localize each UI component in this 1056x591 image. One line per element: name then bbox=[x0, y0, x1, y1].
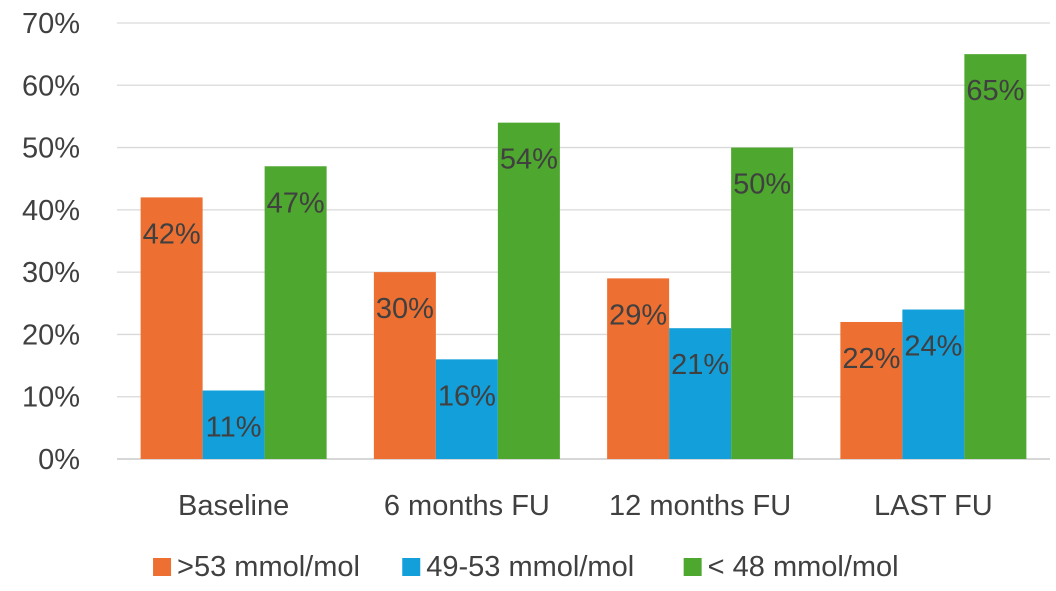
bar bbox=[669, 328, 732, 459]
bar bbox=[140, 197, 203, 459]
bar bbox=[435, 359, 498, 459]
y-tick-label: 10% bbox=[22, 382, 80, 414]
y-tick-label: 60% bbox=[22, 70, 80, 102]
x-tick-label: LAST FU bbox=[874, 490, 993, 522]
bar bbox=[373, 272, 436, 459]
bar bbox=[202, 390, 265, 459]
data-labels: 42% 11% 47% 30% 16% 54% 29%21% 50% 22% 24% 65% bbox=[143, 75, 1025, 443]
legend-swatch bbox=[153, 558, 172, 576]
y-tick-label: 50% bbox=[22, 133, 80, 165]
bars bbox=[140, 54, 1027, 460]
bar bbox=[731, 147, 794, 460]
data-label: 16% bbox=[438, 380, 496, 412]
data-label: 22% bbox=[842, 343, 900, 375]
data-label: 11% bbox=[206, 411, 262, 443]
data-label: 47% bbox=[267, 187, 325, 219]
y-tick-label: 20% bbox=[22, 319, 80, 351]
data-label: 21% bbox=[671, 349, 729, 381]
data-label: 29% bbox=[609, 299, 667, 331]
data-label: 50% bbox=[733, 169, 791, 201]
data-label: 24% bbox=[904, 331, 962, 363]
data-label: 30% bbox=[376, 293, 434, 325]
legend: >53 mmol/mol 49-53 mmol/mol < 48 mmol/mol bbox=[153, 551, 899, 583]
x-tick-label: 12 months FU bbox=[609, 490, 791, 522]
bar bbox=[264, 166, 327, 459]
y-axis: 0% 10% 20% 30% 40% 50% 60% 70% bbox=[22, 8, 80, 476]
bar bbox=[497, 122, 560, 460]
legend-label: 49-53 mmol/mol bbox=[426, 551, 634, 583]
x-axis: Baseline 6 months FU 12 months FU LAST FU bbox=[178, 490, 993, 522]
bar bbox=[840, 321, 903, 459]
bar bbox=[902, 309, 965, 459]
x-tick-label: Baseline bbox=[178, 490, 289, 522]
y-tick-label: 0% bbox=[38, 444, 80, 476]
x-tick-label: 6 months FU bbox=[384, 490, 550, 522]
y-tick-label: 30% bbox=[22, 257, 80, 289]
data-label: 42% bbox=[143, 218, 201, 250]
data-label: 54% bbox=[500, 144, 558, 176]
legend-swatch bbox=[683, 558, 702, 576]
y-tick-label: 40% bbox=[22, 195, 80, 227]
legend-swatch bbox=[402, 558, 421, 576]
data-label: 65% bbox=[966, 75, 1024, 107]
y-tick-label: 70% bbox=[22, 8, 80, 40]
legend-label: < 48 mmol/mol bbox=[708, 551, 899, 583]
bar bbox=[607, 278, 670, 459]
bar bbox=[964, 54, 1027, 460]
legend-label: >53 mmol/mol bbox=[177, 551, 360, 583]
